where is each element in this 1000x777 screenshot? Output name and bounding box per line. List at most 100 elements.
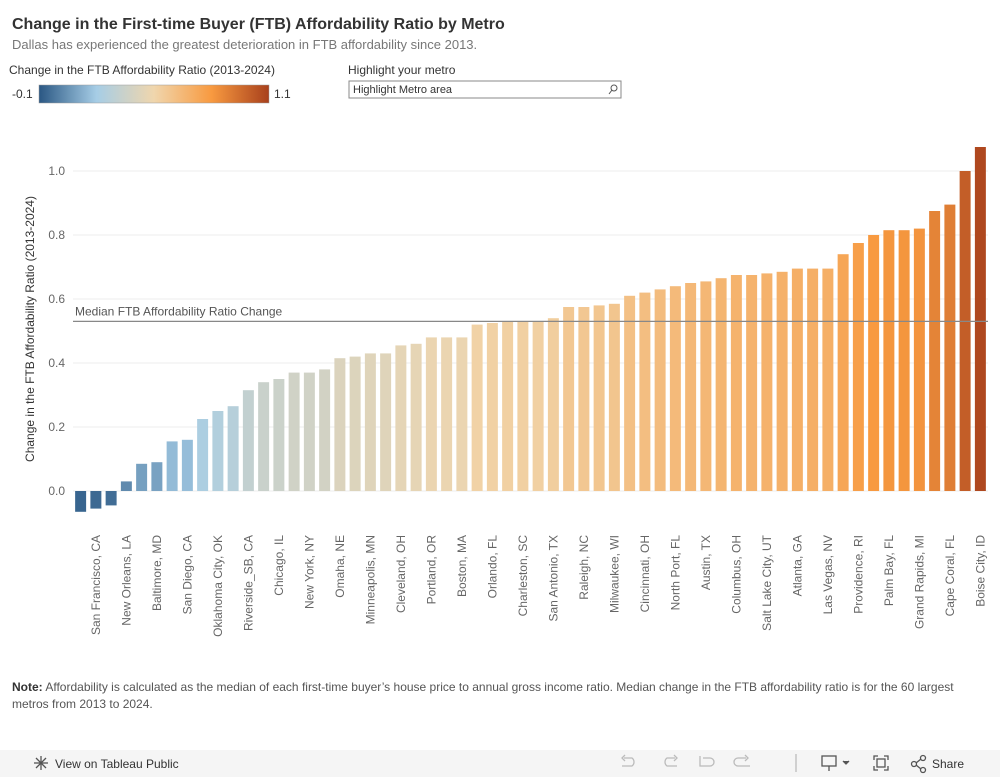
highlight-placeholder: Highlight Metro area	[353, 84, 453, 96]
bar	[578, 307, 590, 491]
bar	[776, 271, 788, 491]
x-tick-label: New York, NY	[302, 535, 316, 609]
x-tick-label: Raleigh, NC	[577, 535, 591, 600]
bar	[547, 318, 559, 491]
bar	[273, 379, 285, 491]
bar	[608, 303, 620, 491]
x-tick-label: Milwaukee, WI	[607, 535, 621, 613]
bar	[105, 491, 117, 506]
y-tick-label: 0.4	[48, 356, 65, 370]
x-tick-label: Salt Lake City, UT	[760, 534, 774, 630]
x-tick-label: Palm Bay, FL	[882, 535, 896, 606]
footer-bar	[0, 750, 1000, 777]
x-tick-label: Atlanta, GA	[790, 535, 804, 596]
tableau-icon	[34, 756, 48, 770]
bar	[395, 345, 407, 491]
bar	[898, 230, 910, 491]
x-tick-label: Oklahoma City, OK	[211, 535, 225, 637]
legend-gradient	[38, 84, 270, 104]
bar	[700, 281, 712, 491]
x-tick-label: San Diego, CA	[180, 535, 194, 614]
bar	[944, 204, 956, 491]
x-tick-label: Grand Rapids, MI	[912, 535, 926, 629]
x-tick-label: Cincinnati, OH	[638, 535, 652, 612]
toolbar-icons	[621, 754, 797, 772]
bar	[974, 147, 986, 491]
bar	[593, 305, 605, 491]
bar	[624, 295, 636, 491]
bar	[75, 491, 87, 512]
bar	[166, 441, 178, 491]
x-tick-label: Omaha, NE	[333, 535, 347, 598]
y-tick-label: 0.6	[48, 292, 65, 306]
bar	[929, 211, 941, 491]
x-tick-label: Austin, TX	[699, 535, 713, 590]
bar	[456, 337, 468, 491]
bar	[380, 353, 392, 491]
bar	[425, 337, 437, 491]
fullscreen-icon[interactable]	[873, 755, 889, 771]
bar	[669, 286, 681, 491]
bar	[639, 292, 651, 491]
bar	[517, 321, 529, 491]
x-tick-label: Cleveland, OH	[394, 535, 408, 613]
median-label: Median FTB Affordability Ratio Change	[75, 304, 283, 318]
bar	[288, 372, 300, 491]
x-tick-label: Providence, RI	[851, 535, 865, 614]
bar	[746, 275, 758, 491]
y-tick-label: 0.8	[48, 228, 65, 242]
x-tick-label: Columbus, OH	[729, 535, 743, 614]
title: Change in the First-time Buyer (FTB) Aff…	[12, 16, 505, 33]
share-icon[interactable]	[910, 754, 927, 774]
bar	[258, 382, 270, 491]
highlight-input[interactable]	[348, 80, 622, 99]
download-icon[interactable]	[821, 755, 850, 771]
bar	[181, 439, 193, 491]
bar	[212, 411, 224, 491]
bar	[197, 419, 209, 491]
legend-max: 1.1	[274, 87, 291, 101]
view-link[interactable]: View on Tableau Public	[55, 757, 179, 771]
bar	[563, 307, 575, 491]
bar	[837, 254, 849, 491]
x-tick-label: Baltimore, MD	[150, 535, 164, 611]
bar	[90, 491, 102, 509]
x-tick-label: San Antonio, TX	[546, 535, 560, 622]
bar	[410, 343, 422, 491]
bar	[959, 171, 971, 491]
x-tick-label: Portland, OR	[424, 535, 438, 605]
bar	[502, 321, 514, 491]
legend-min: -0.1	[12, 87, 33, 101]
bar	[654, 289, 666, 491]
y-tick-label: 0.2	[48, 420, 65, 434]
note-text: Affordability is calculated as the media…	[12, 680, 954, 711]
bar	[715, 278, 727, 491]
x-tick-label: Minneapolis, MN	[363, 535, 377, 624]
bar	[242, 390, 254, 491]
bar	[120, 481, 132, 491]
x-tick-label: New Orleans, LA	[119, 535, 133, 626]
y-tick-label: 0.0	[48, 484, 65, 498]
search-icon	[608, 84, 618, 95]
y-axis-label: Change in the FTB Affordability Ratio (2…	[23, 196, 37, 462]
bar	[761, 273, 773, 491]
bar	[868, 235, 880, 491]
bar	[685, 283, 697, 491]
bar	[151, 462, 163, 491]
x-tick-label: Boise City, ID	[973, 535, 987, 607]
y-tick-label: 1.0	[48, 164, 65, 178]
subtitle: Dallas has experienced the greatest dete…	[12, 37, 477, 52]
bar	[349, 356, 361, 491]
bar	[822, 268, 834, 491]
bar	[730, 275, 742, 491]
x-tick-label: Chicago, IL	[272, 535, 286, 596]
share-label[interactable]: Share	[932, 757, 964, 771]
bar	[791, 268, 803, 491]
note: Note: Affordability is calculated as the…	[12, 679, 987, 713]
bar	[136, 463, 148, 491]
x-tick-label: San Francisco, CA	[89, 535, 103, 635]
x-tick-label: Boston, MA	[455, 535, 469, 597]
bar	[913, 228, 925, 491]
